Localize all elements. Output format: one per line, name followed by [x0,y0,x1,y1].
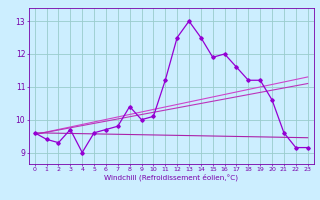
X-axis label: Windchill (Refroidissement éolien,°C): Windchill (Refroidissement éolien,°C) [104,174,238,181]
